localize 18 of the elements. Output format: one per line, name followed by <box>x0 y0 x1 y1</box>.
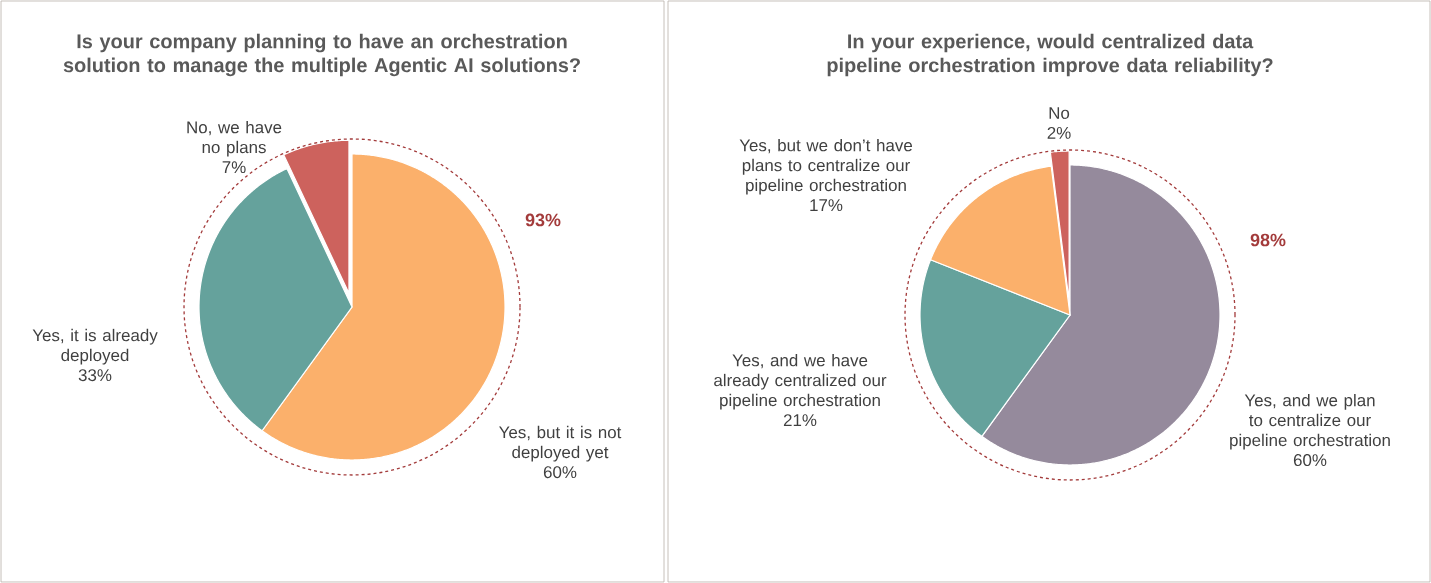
chart-title: Is your company planning to have an orchestration solution to manage the multiple Agentic AI solutions? <box>63 33 580 77</box>
data-label: 21% <box>783 414 817 427</box>
data-label: 60% <box>543 466 577 479</box>
data-label: 2% <box>1047 126 1071 139</box>
data-label: 17% <box>810 199 843 212</box>
slice-label: Yes, but we don’t have plans to centralize our pipeline orchestration <box>739 138 913 195</box>
slice-label: No <box>1049 107 1070 119</box>
slice-label: Yes, but it is not deployed yet <box>499 425 622 462</box>
data-label: 33% <box>78 369 112 382</box>
data-label: 60% <box>1293 454 1327 467</box>
text: 98% <box>1250 233 1286 247</box>
slice-label: Yes, it is already deployed <box>32 328 158 365</box>
data-label: 7% <box>222 161 246 174</box>
text: 93% <box>525 213 561 227</box>
chart-title: In your experience, would centralized data pipeline orchestration improve data reliability? <box>827 33 1273 77</box>
slice-label: No, we have no plans <box>187 120 282 157</box>
slice-label: Yes, and we have already centralized our pipeline orchestration <box>714 353 887 410</box>
slice-label: Yes, and we plan to centralize our pipeline orchestration <box>1230 393 1390 450</box>
